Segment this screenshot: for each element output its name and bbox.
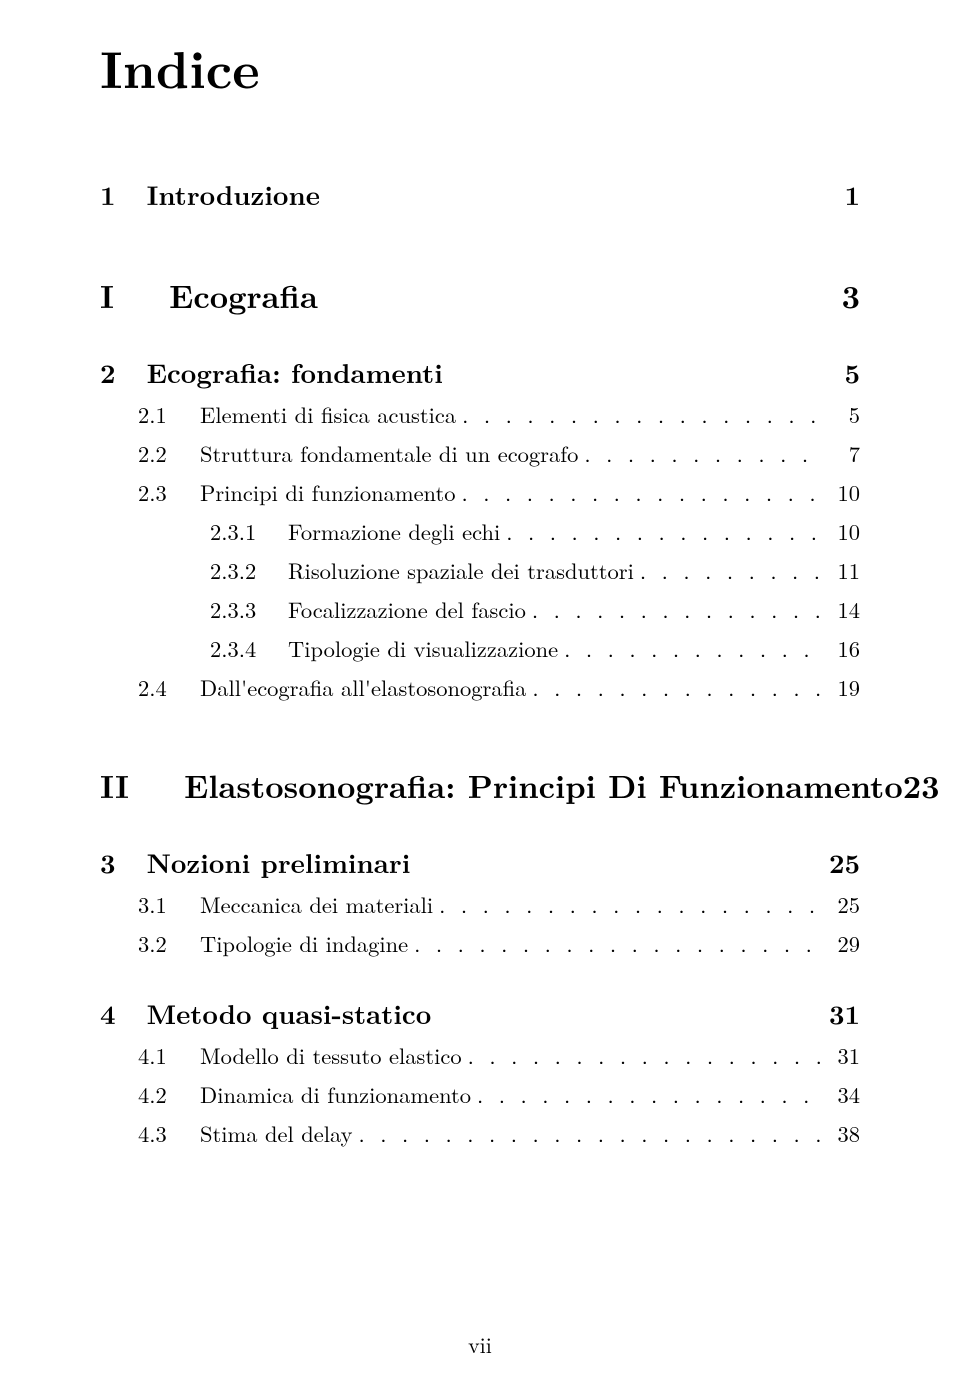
toc-entry-label: Dall'ecografia all'elastosonografia: [200, 671, 526, 703]
toc-entry-separator: [116, 842, 147, 881]
toc-entry-number: 4.3: [138, 1117, 200, 1149]
toc-entry: 3 Nozioni preliminari 25: [100, 842, 860, 881]
toc-entry-label: Principi di funzionamento: [200, 476, 455, 508]
toc-entry-label: Meccanica dei materiali: [200, 888, 433, 920]
toc-entry: 4.3Stima del delay 38: [100, 1117, 860, 1149]
toc-entry-page: 3: [824, 273, 860, 318]
toc-entry-label: Struttura fondamentale di un ecografo: [200, 437, 578, 469]
toc-dot-leader: [526, 671, 824, 703]
toc-entry-page: 34: [824, 1078, 860, 1110]
toc-entry-page: 19: [824, 671, 860, 703]
toc-entry: I Ecografia 3: [100, 273, 860, 318]
toc-title: Indice: [100, 30, 860, 104]
toc-entry: 4 Metodo quasi-statico 31: [100, 993, 860, 1032]
toc-entry-page: 1: [824, 174, 860, 213]
toc-entry-page: 14: [824, 593, 860, 625]
toc-entry-number: II: [100, 763, 129, 808]
toc-entry-page: 11: [824, 554, 860, 586]
toc-entry: 1 Introduzione 1: [100, 174, 860, 213]
toc-entry: 2.2Struttura fondamentale di un ecografo…: [100, 437, 860, 469]
toc-entry-page: 38: [824, 1117, 860, 1149]
toc-entry-label: Nozioni preliminari: [147, 842, 411, 881]
toc-dot-leader: [353, 1117, 824, 1149]
toc-entry-number: 4: [100, 993, 116, 1032]
toc-entry-number: 2.3.4: [210, 632, 288, 664]
toc-entry-label: Formazione degli echi: [288, 515, 500, 547]
toc-entry-page: 10: [824, 476, 860, 508]
toc-entry-number: 2.3.2: [210, 554, 288, 586]
toc-entry: 2 Ecografia: fondamenti 5: [100, 352, 860, 391]
toc-entry-label: Risoluzione spaziale dei trasduttori: [288, 554, 634, 586]
toc-entry-number: 3.2: [138, 927, 200, 959]
toc-dot-leader: [455, 476, 824, 508]
toc-entry-number: 3.1: [138, 888, 200, 920]
toc-entry-page: 25: [824, 888, 860, 920]
toc-entry-page: 5: [824, 398, 860, 430]
toc-entry-label: Elastosonografia: Principi Di Funzioname…: [184, 763, 903, 808]
toc-entry-label: Stima del delay: [200, 1117, 353, 1149]
toc-entry-page: 23: [903, 763, 940, 808]
toc-entry-separator: [116, 174, 147, 213]
toc-entry-label: Ecografia: [169, 273, 318, 318]
toc-dot-leader: [634, 554, 824, 586]
toc-entry-separator: [116, 993, 147, 1032]
toc-body: 1 Introduzione 1 I Ecografia 3 2 Ecografia: …: [100, 174, 860, 1149]
toc-entry-label: Metodo quasi-statico: [147, 993, 432, 1032]
toc-entry: 2.3.4Tipologie di visualizzazione 16: [100, 632, 860, 664]
toc-entry: 2.1Elementi di fisica acustica 5: [100, 398, 860, 430]
toc-dot-leader: [456, 398, 824, 430]
toc-entry: 2.3Principi di funzionamento 10: [100, 476, 860, 508]
toc-entry-page: 10: [824, 515, 860, 547]
toc-entry-page: 29: [824, 927, 860, 959]
toc-entry-label: Focalizzazione del fascio: [288, 593, 526, 625]
toc-entry-label: Elementi di fisica acustica: [200, 398, 456, 430]
toc-dot-leader: [462, 1039, 824, 1071]
toc-dot-leader: [578, 437, 824, 469]
toc-entry-number: 2.3: [138, 476, 200, 508]
toc-entry: 2.4Dall'ecografia all'elastosonografia 19: [100, 671, 860, 703]
toc-entry-number: 2.3.1: [210, 515, 288, 547]
toc-entry-page: 16: [824, 632, 860, 664]
page-number-footer: vii: [100, 1329, 860, 1360]
toc-entry-page: 31: [824, 1039, 860, 1071]
toc-entry-number: 2.4: [138, 671, 200, 703]
toc-dot-leader: [433, 888, 824, 920]
toc-entry-label: Modello di tessuto elastico: [200, 1039, 462, 1071]
toc-entry-number: 2.2: [138, 437, 200, 469]
toc-entry-number: 2.1: [138, 398, 200, 430]
toc-entry-number: 1: [100, 174, 116, 213]
toc-entry: 4.2Dinamica di funzionamento 34: [100, 1078, 860, 1110]
toc-entry-label: Tipologie di indagine: [200, 927, 408, 959]
toc-dot-leader: [408, 927, 824, 959]
toc-entry-separator: [129, 763, 184, 808]
toc-entry-label: Ecografia: fondamenti: [147, 352, 443, 391]
toc-entry: 3.1Meccanica dei materiali 25: [100, 888, 860, 920]
toc-entry-number: 2: [100, 352, 116, 391]
toc-entry: 3.2Tipologie di indagine 29: [100, 927, 860, 959]
toc-entry-number: 3: [100, 842, 116, 881]
toc-entry-number: 4.2: [138, 1078, 200, 1110]
toc-entry-separator: [116, 352, 147, 391]
toc-dot-leader: [526, 593, 824, 625]
toc-entry-number: I: [100, 273, 114, 318]
toc-entry-label: Tipologie di visualizzazione: [288, 632, 558, 664]
toc-entry: 4.1Modello di tessuto elastico 31: [100, 1039, 860, 1071]
toc-entry: 2.3.3Focalizzazione del fascio 14: [100, 593, 860, 625]
toc-dot-leader: [471, 1078, 824, 1110]
toc-entry: 2.3.1Formazione degli echi 10: [100, 515, 860, 547]
toc-entry-separator: [114, 273, 169, 318]
toc-entry-number: 2.3.3: [210, 593, 288, 625]
toc-entry-number: 4.1: [138, 1039, 200, 1071]
toc-entry-label: Introduzione: [147, 174, 320, 213]
toc-entry-page: 31: [824, 993, 860, 1032]
toc-dot-leader: [500, 515, 824, 547]
toc-entry-label: Dinamica di funzionamento: [200, 1078, 471, 1110]
toc-entry: 2.3.2Risoluzione spaziale dei trasduttor…: [100, 554, 860, 586]
toc-entry: II Elastosonografia: Principi Di Funzion…: [100, 763, 860, 808]
toc-entry-page: 7: [824, 437, 860, 469]
toc-entry-page: 5: [824, 352, 860, 391]
toc-entry-page: 25: [824, 842, 860, 881]
toc-dot-leader: [558, 632, 824, 664]
